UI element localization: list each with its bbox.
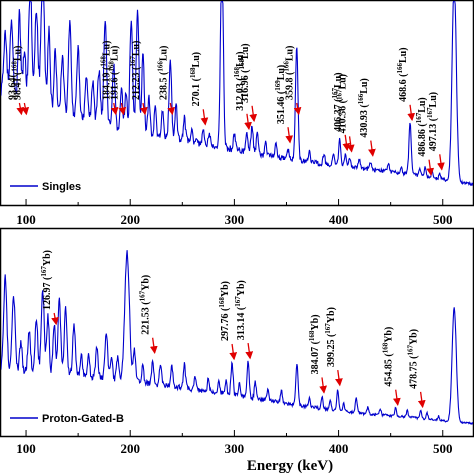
- spectrum-line: [1, 250, 473, 425]
- x-tick-label: 500: [433, 441, 453, 456]
- peak-annotation: 191.6 (168Lu): [107, 46, 120, 100]
- x-tick-label: 200: [120, 212, 140, 227]
- peak-annotation: 468.6 (166Lu): [396, 47, 409, 101]
- peak-annotation: 312.03 (168Lu): [233, 51, 246, 110]
- peak-annotation: 221.53 (167Yb): [139, 275, 152, 335]
- peak-arrow: [249, 105, 258, 123]
- peak-annotation: 212.23 (167Lu): [129, 41, 142, 100]
- x-tick-label: 300: [225, 212, 245, 227]
- legend-label: Singles: [42, 181, 81, 193]
- peak-arrow: [51, 312, 59, 326]
- legend-label: Proton-Gated-B: [42, 413, 124, 425]
- peak-annotation: 406.37 (167Lu): [331, 72, 344, 131]
- peak-arrow: [16, 102, 25, 116]
- peak-arrow: [368, 140, 376, 157]
- peak-annotation: 486.86 (167Lu): [415, 97, 428, 156]
- peak-arrow: [335, 369, 343, 387]
- peak-arrow: [167, 102, 176, 116]
- peak-annotation: 351.46 (169Lu): [274, 65, 287, 124]
- peak-arrow: [149, 337, 158, 355]
- peak-annotation: 359.8 (166Lu): [283, 46, 296, 100]
- peak-arrow: [426, 159, 435, 176]
- peak-arrow: [293, 102, 302, 116]
- x-tick-label: 300: [225, 441, 245, 456]
- x-tick-label: 100: [16, 441, 36, 456]
- x-tick-label: 100: [16, 212, 36, 227]
- peak-arrow: [245, 343, 254, 360]
- singles-panel: 100 200 300 400 500 Singles 93.64(98.41 (168Lu…: [0, 0, 474, 227]
- peak-annotation: 313.14 (167Yb): [234, 280, 247, 340]
- peak-arrow: [118, 102, 127, 116]
- x-tick-label: 200: [120, 441, 140, 456]
- peak-annotation: 270.1 (168Lu): [189, 52, 202, 106]
- peak-arrow: [437, 154, 445, 171]
- proton-gated-panel: 100 200 300 400 500 Proton-Gated-B 126.97 (167…: [0, 227, 474, 456]
- peak-arrow: [346, 136, 355, 153]
- peak-annotation: 238.5 (166Lu): [156, 46, 169, 100]
- peak-annotation: 297.76 (168Yb): [218, 281, 231, 341]
- peak-annotation: 184.19 (168Lu): [100, 41, 113, 100]
- peak-arrow: [392, 389, 401, 406]
- peak-annotation: 126.97 (167Yb): [40, 250, 53, 310]
- x-axis-label: Energy (keV): [247, 458, 333, 474]
- peak-arrow: [139, 102, 148, 116]
- x-tick-label: 400: [329, 212, 349, 227]
- peak-arrow: [21, 102, 30, 116]
- peak-arrow: [407, 104, 416, 122]
- peak-annotation: 454.85 (168Yb): [382, 327, 395, 387]
- peak-annotation: 384.07 (168Yb): [308, 314, 321, 374]
- x-tick-label: 500: [433, 212, 453, 227]
- peak-annotation: 316.96 (168Lu): [238, 43, 251, 102]
- peak-arrow: [244, 113, 252, 131]
- peak-annotation: 478.75 (167Yb): [407, 329, 420, 389]
- peak-annotation: 98.41 (168Lu): [10, 46, 23, 100]
- peak-arrow: [285, 127, 294, 144]
- peak-arrow: [417, 391, 426, 409]
- x-tick-label: 400: [329, 441, 349, 456]
- peak-arrow: [229, 343, 238, 361]
- peak-arrow: [200, 109, 209, 126]
- peak-annotation: 430.93 (166Lu): [357, 78, 370, 137]
- peak-arrow: [342, 134, 351, 152]
- peak-arrow: [110, 102, 119, 116]
- spectrum-line: [1, 1, 473, 187]
- peak-annotation: 93.64(: [7, 74, 18, 101]
- peak-annotation: 497.13 (167Lu): [426, 92, 439, 151]
- peak-arrow: [319, 377, 327, 394]
- peak-annotation: 399.25 (167Yb): [324, 307, 337, 367]
- peak-annotation: 410.56 (167Lu): [336, 74, 349, 133]
